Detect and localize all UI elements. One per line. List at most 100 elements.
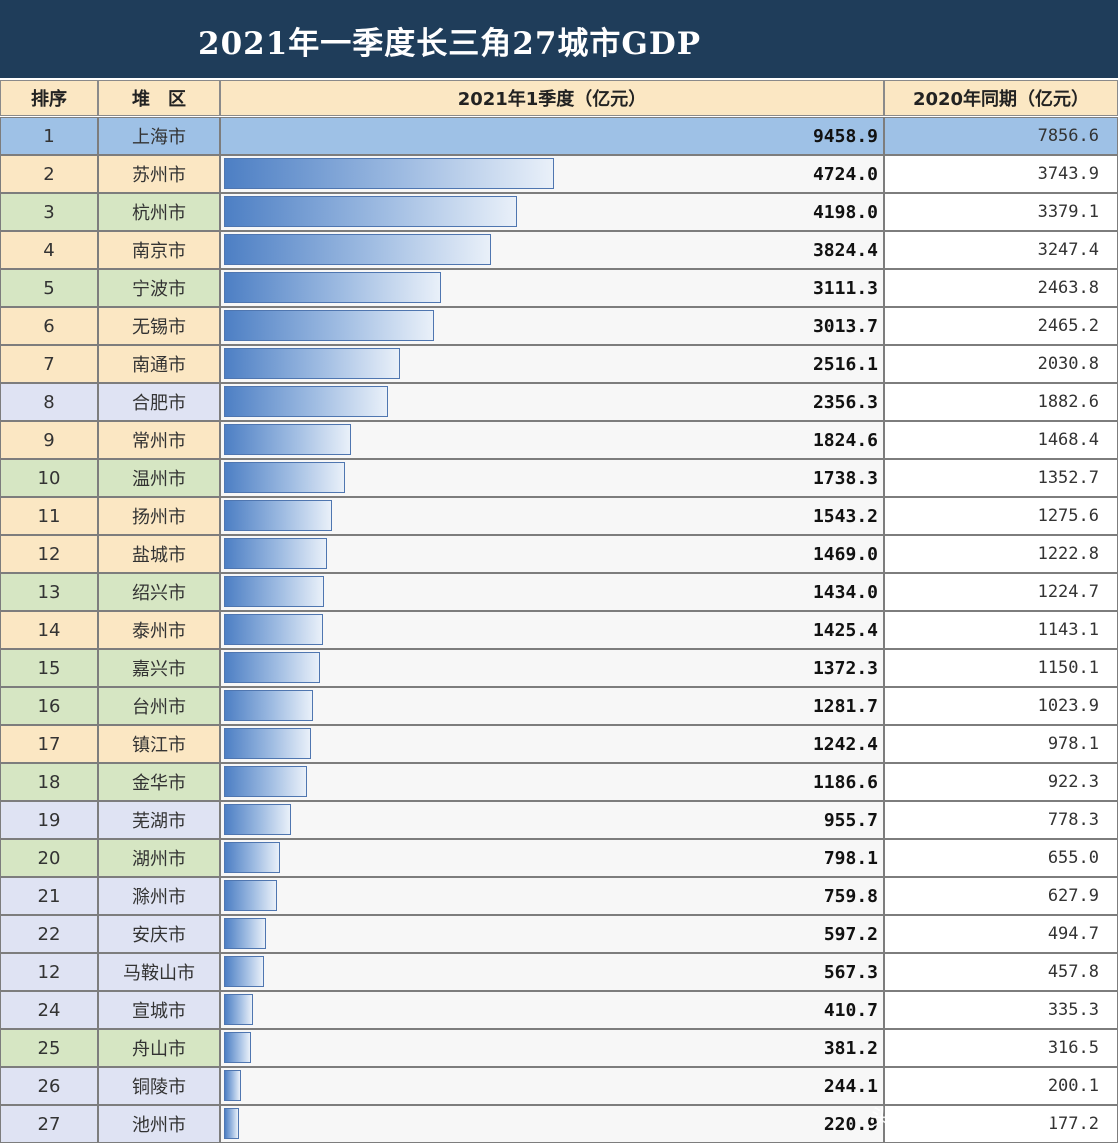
gdp-bar <box>224 918 266 949</box>
rank-cell: 17 <box>0 725 98 763</box>
city-cell: 马鞍山市 <box>98 953 220 991</box>
table-row: 21 滁州市 759.8 627.9 <box>0 877 1118 915</box>
rank-cell: 26 <box>0 1067 98 1105</box>
gdp-bar <box>224 348 400 379</box>
city-cell: 铜陵市 <box>98 1067 220 1105</box>
city-cell: 南通市 <box>98 345 220 383</box>
table-row: 14 泰州市 1425.4 1143.1 <box>0 611 1118 649</box>
gdp-2020-cell: 1275.6 <box>884 497 1118 535</box>
gdp-2020-cell: 655.0 <box>884 839 1118 877</box>
city-cell: 镇江市 <box>98 725 220 763</box>
city-cell: 芜湖市 <box>98 801 220 839</box>
chart-title: 2021年一季度长三角27城市GDP <box>198 26 702 62</box>
rank-cell: 14 <box>0 611 98 649</box>
rank-cell: 20 <box>0 839 98 877</box>
rank-cell: 11 <box>0 497 98 535</box>
gdp-bar <box>224 956 264 987</box>
gdp-bar <box>224 500 332 531</box>
city-cell: 无锡市 <box>98 307 220 345</box>
bar-cell <box>220 915 884 953</box>
city-cell: 温州市 <box>98 459 220 497</box>
bar-cell <box>220 991 884 1029</box>
rank-cell: 12 <box>0 535 98 573</box>
table-row: 1 上海市 9458.9 7856.6 <box>0 117 1118 155</box>
rank-cell: 10 <box>0 459 98 497</box>
gdp-bar <box>224 842 280 873</box>
gdp-2021-label: 244.1 <box>823 1075 878 1097</box>
gdp-2021-label: 759.8 <box>823 885 878 907</box>
bar-cell <box>220 1029 884 1067</box>
city-cell: 南京市 <box>98 231 220 269</box>
table-row: 16 台州市 1281.7 1023.9 <box>0 687 1118 725</box>
rank-cell: 5 <box>0 269 98 307</box>
table-row: 4 南京市 3824.4 3247.4 <box>0 231 1118 269</box>
city-cell: 滁州市 <box>98 877 220 915</box>
gdp-bar <box>224 766 307 797</box>
watermark: 头条号/城市情报站 <box>870 1106 1054 1131</box>
gdp-bar <box>224 880 277 911</box>
bar-cell <box>220 953 884 991</box>
table-row: 12 马鞍山市 567.3 457.8 <box>0 953 1118 991</box>
city-cell: 金华市 <box>98 763 220 801</box>
table-row: 27 池州市 220.9 177.2 <box>0 1105 1118 1143</box>
gdp-bar <box>224 804 291 835</box>
gdp-2020-cell: 494.7 <box>884 915 1118 953</box>
table-row: 7 南通市 2516.1 2030.8 <box>0 345 1118 383</box>
gdp-2021-label: 381.2 <box>823 1037 878 1059</box>
gdp-2020-cell: 1143.1 <box>884 611 1118 649</box>
rank-cell: 22 <box>0 915 98 953</box>
table-row: 12 盐城市 1469.0 1222.8 <box>0 535 1118 573</box>
table-row: 26 铜陵市 244.1 200.1 <box>0 1067 1118 1105</box>
gdp-2020-cell: 3379.1 <box>884 193 1118 231</box>
rank-cell: 3 <box>0 193 98 231</box>
gdp-2021-label: 1824.6 <box>812 429 878 451</box>
header-rank: 排序 <box>0 80 98 116</box>
rank-cell: 4 <box>0 231 98 269</box>
gdp-bar <box>224 690 313 721</box>
gdp-2021-label: 567.3 <box>823 961 878 983</box>
city-cell: 常州市 <box>98 421 220 459</box>
gdp-bar <box>224 424 351 455</box>
gdp-2021-label: 2356.3 <box>812 391 878 413</box>
gdp-bar <box>224 994 253 1025</box>
table-row: 22 安庆市 597.2 494.7 <box>0 915 1118 953</box>
gdp-2020-cell: 316.5 <box>884 1029 1118 1067</box>
gdp-2021-label: 1242.4 <box>812 733 878 755</box>
gdp-2021-label: 410.7 <box>823 999 878 1021</box>
gdp-2021-label: 2516.1 <box>812 353 878 375</box>
table-row: 5 宁波市 3111.3 2463.8 <box>0 269 1118 307</box>
gdp-bar <box>224 538 327 569</box>
bar-cell <box>220 117 884 155</box>
gdp-2020-cell: 1352.7 <box>884 459 1118 497</box>
table-row: 17 镇江市 1242.4 978.1 <box>0 725 1118 763</box>
rank-cell: 7 <box>0 345 98 383</box>
gdp-2020-cell: 2030.8 <box>884 345 1118 383</box>
gdp-2020-cell: 1222.8 <box>884 535 1118 573</box>
city-cell: 安庆市 <box>98 915 220 953</box>
table-row: 11 扬州市 1543.2 1275.6 <box>0 497 1118 535</box>
city-cell: 湖州市 <box>98 839 220 877</box>
rank-cell: 9 <box>0 421 98 459</box>
bar-cell <box>220 573 884 611</box>
city-cell: 宣城市 <box>98 991 220 1029</box>
gdp-2021-label: 1372.3 <box>812 657 878 679</box>
gdp-bar <box>224 576 324 607</box>
table-row: 13 绍兴市 1434.0 1224.7 <box>0 573 1118 611</box>
gdp-2021-label: 3824.4 <box>812 239 878 261</box>
gdp-bar <box>224 310 434 341</box>
bar-cell <box>220 687 884 725</box>
table-row: 20 湖州市 798.1 655.0 <box>0 839 1118 877</box>
title-bar: 2021年一季度长三角27城市GDP <box>0 0 1118 78</box>
bar-cell <box>220 725 884 763</box>
table-row: 3 杭州市 4198.0 3379.1 <box>0 193 1118 231</box>
gdp-bar <box>224 462 345 493</box>
city-cell: 盐城市 <box>98 535 220 573</box>
gdp-2021-label: 1425.4 <box>812 619 878 641</box>
rank-cell: 13 <box>0 573 98 611</box>
city-cell: 扬州市 <box>98 497 220 535</box>
bar-cell <box>220 1105 884 1143</box>
city-cell: 池州市 <box>98 1105 220 1143</box>
table-row: 9 常州市 1824.6 1468.4 <box>0 421 1118 459</box>
rank-cell: 21 <box>0 877 98 915</box>
bar-cell <box>220 839 884 877</box>
